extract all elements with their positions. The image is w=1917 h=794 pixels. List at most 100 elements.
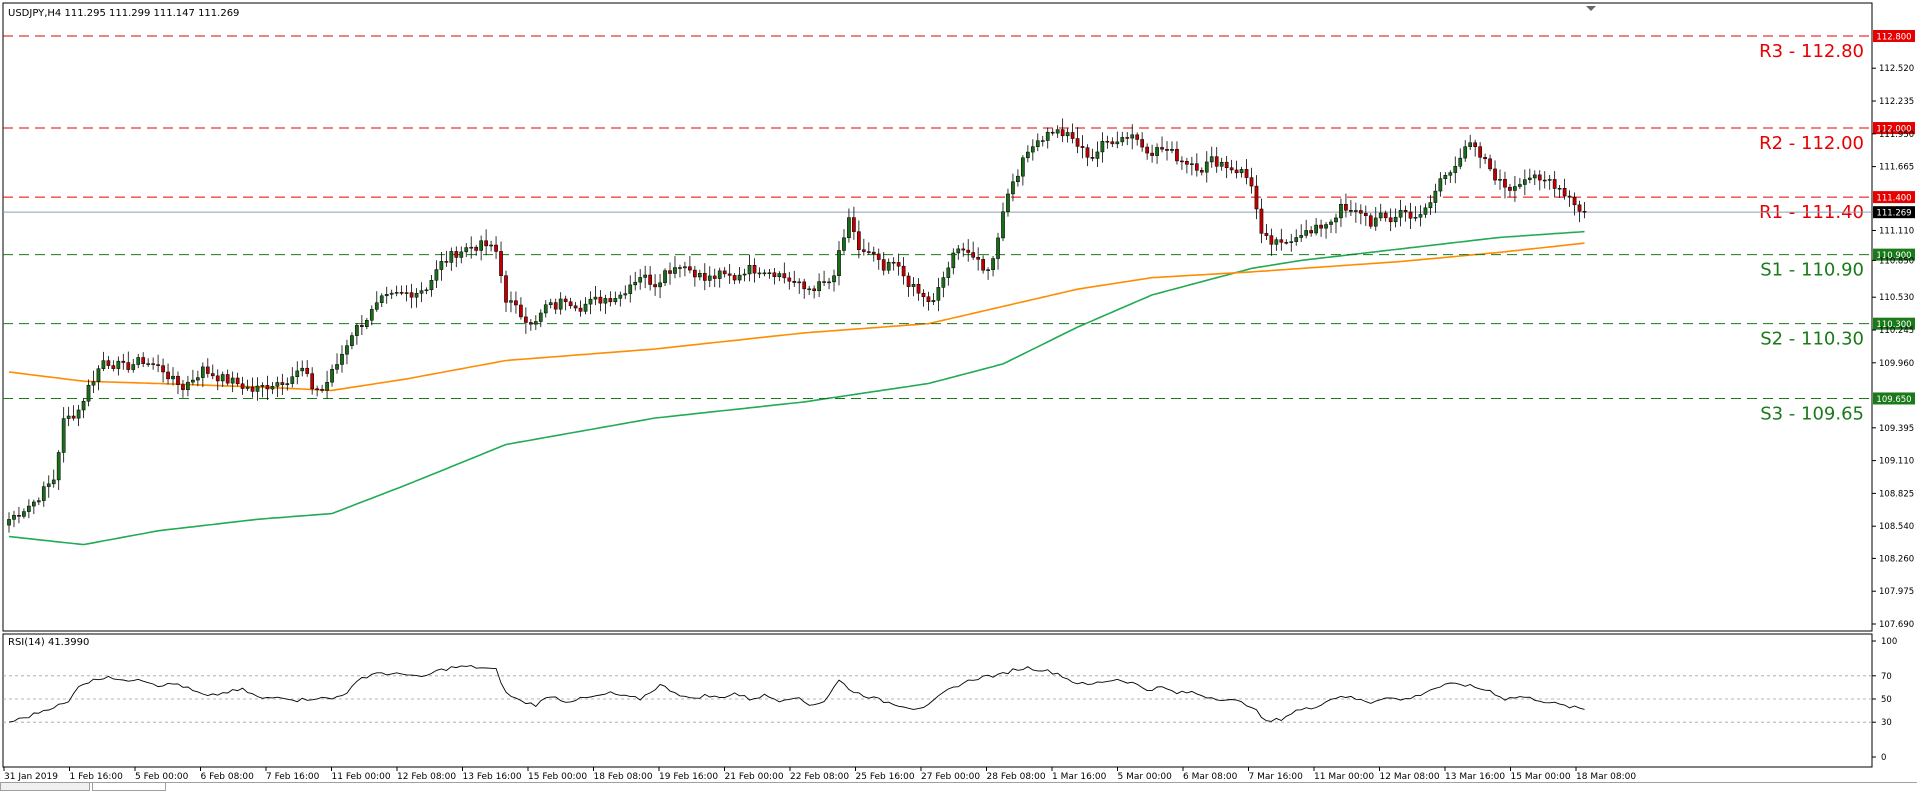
- candle-body: [1537, 174, 1542, 181]
- candle-body: [673, 267, 677, 274]
- candle-body: [524, 316, 528, 323]
- candle: [335, 353, 339, 374]
- candle-body: [1403, 210, 1408, 213]
- candle-body: [61, 418, 66, 453]
- candle-body: [727, 273, 732, 276]
- candle-body: [588, 298, 593, 305]
- candle-body: [936, 287, 941, 301]
- candle-body: [1513, 186, 1517, 191]
- candle: [1115, 131, 1120, 149]
- candle-body: [876, 253, 881, 260]
- price-tick-label: 111.950: [1879, 130, 1914, 140]
- candle-body: [722, 270, 727, 275]
- candle-body: [91, 381, 96, 386]
- candle-body: [548, 302, 553, 306]
- candle-body: [1468, 142, 1473, 147]
- candle: [1279, 228, 1284, 251]
- candle: [1085, 144, 1090, 167]
- candle: [424, 287, 429, 295]
- candle-body: [166, 371, 170, 380]
- candle: [1100, 132, 1105, 163]
- candle: [36, 497, 41, 506]
- candle-body: [1190, 163, 1194, 165]
- candle: [812, 285, 816, 299]
- candle: [1090, 148, 1095, 162]
- candle-body: [976, 257, 980, 260]
- candle: [891, 257, 896, 271]
- candle-body: [1334, 217, 1338, 223]
- candle: [722, 267, 727, 278]
- candle: [1006, 188, 1010, 217]
- candle: [444, 250, 449, 267]
- candle: [558, 292, 563, 315]
- chart-scroll-arrow-icon[interactable]: [1586, 6, 1596, 11]
- candle: [215, 369, 220, 391]
- candle: [638, 269, 643, 290]
- candle: [1045, 127, 1050, 149]
- candle: [310, 367, 315, 395]
- candle-body: [1274, 239, 1279, 245]
- candle: [966, 239, 971, 262]
- candle-body: [613, 298, 618, 303]
- price-tick-label: 107.975: [1879, 587, 1914, 597]
- candle: [285, 377, 290, 391]
- candle: [295, 361, 300, 385]
- candle: [1339, 198, 1343, 227]
- candle-body: [1194, 163, 1199, 171]
- candle-body: [439, 261, 444, 270]
- candle: [409, 283, 414, 309]
- candle-body: [504, 275, 508, 303]
- candle-body: [802, 281, 807, 290]
- candle-body: [663, 270, 667, 284]
- candle-body: [330, 369, 334, 383]
- candle: [404, 285, 409, 302]
- candle: [837, 241, 841, 286]
- candle-body: [111, 365, 116, 369]
- candle: [847, 208, 851, 243]
- price-tick-label: 109.110: [1879, 457, 1914, 467]
- candle-body: [364, 320, 369, 327]
- candle: [529, 319, 533, 331]
- candle-body: [1363, 212, 1368, 217]
- candle-body: [121, 360, 126, 363]
- candle-body: [1518, 184, 1522, 187]
- ma-fast-line: [8, 230, 1585, 546]
- candle: [568, 297, 573, 309]
- candle: [61, 407, 66, 463]
- candle-body: [146, 363, 151, 365]
- candle: [702, 263, 707, 291]
- candle-body: [971, 252, 976, 258]
- candle-body: [558, 298, 563, 310]
- candle-body: [469, 246, 474, 249]
- candle-body: [991, 258, 995, 270]
- candle: [683, 261, 687, 277]
- candle: [360, 315, 364, 336]
- candle-body: [1065, 132, 1070, 137]
- candle-body: [857, 231, 861, 250]
- candle-body: [1324, 224, 1328, 229]
- candle: [1011, 173, 1015, 202]
- candle-body: [678, 267, 682, 269]
- candle-body: [1035, 140, 1040, 147]
- price-tick-label: 108.825: [1879, 489, 1914, 499]
- candle: [777, 271, 782, 282]
- candle: [946, 261, 951, 286]
- candle-body: [484, 240, 488, 247]
- candle: [1408, 202, 1413, 230]
- candle: [688, 255, 692, 274]
- candle-body: [22, 511, 26, 517]
- candle: [1493, 160, 1497, 185]
- candle-body: [106, 360, 111, 366]
- candle: [767, 268, 772, 279]
- candle: [1488, 154, 1492, 172]
- candle: [1194, 153, 1199, 177]
- candle-body: [519, 304, 523, 318]
- candle: [86, 379, 91, 407]
- candle: [747, 254, 752, 282]
- candle-body: [1219, 161, 1224, 167]
- candle: [22, 508, 26, 519]
- candle-body: [1180, 160, 1184, 163]
- time-tick-label: 6 Mar 08:00: [1183, 772, 1238, 782]
- candle: [1021, 155, 1025, 186]
- time-tick-label: 5 Mar 00:00: [1118, 772, 1173, 782]
